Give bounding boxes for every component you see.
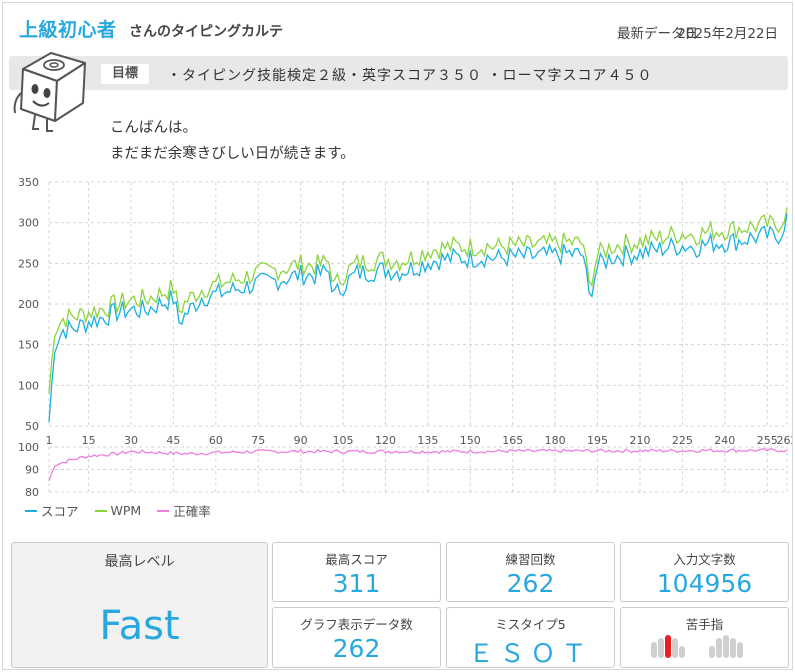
updated-label: 最新データ日 — [617, 26, 698, 42]
goal-tag: 目標 — [101, 64, 149, 84]
miss5-box: ミスタイプ5 ＥＳＯＴ — [446, 607, 615, 668]
chars-box: 入力文字数 104956 — [620, 542, 789, 602]
max-score-box: 最高スコア 311 — [272, 542, 441, 602]
x-tick: 60 — [209, 434, 223, 447]
x-tick: 262 — [777, 434, 793, 447]
left-middle-finger — [665, 635, 671, 658]
main-y-tick: 300 — [18, 217, 39, 230]
x-tick: 210 — [629, 434, 650, 447]
x-tick: 45 — [166, 434, 180, 447]
max-score-value: 311 — [332, 569, 381, 598]
max-level-box: 最高レベル Fast — [11, 542, 268, 668]
updated-date: 2025年2月22日 — [677, 26, 778, 42]
goal-bar: 目標 ・タイピング技能検定２級・英字スコア３５０ ・ローマ字スコア４５０ — [9, 56, 788, 90]
left-ring-finger — [658, 638, 664, 658]
x-tick: 150 — [460, 434, 481, 447]
karte-title: さんのタイピングカルテ — [129, 24, 283, 40]
x-tick: 180 — [545, 434, 566, 447]
practice-count-value: 262 — [506, 569, 555, 598]
weak-finger-hands-icon — [651, 635, 743, 658]
right-middle-finger — [723, 635, 729, 658]
x-tick: 120 — [375, 434, 396, 447]
series-score-line — [48, 213, 788, 422]
x-tick: 90 — [294, 434, 308, 447]
left-thumb-finger — [679, 646, 685, 658]
miss5-label: ミスタイプ5 — [495, 617, 566, 632]
greeting-line-2: まだまだ余寒きびしい日が続きます。 — [110, 146, 355, 162]
chart-legend: スコア WPM 正確率 — [25, 501, 211, 520]
legend-accuracy-swatch — [157, 509, 170, 512]
legend-accuracy-label: 正確率 — [173, 504, 211, 519]
chars-value: 104956 — [656, 569, 753, 598]
weak-finger-label: 苦手指 — [685, 617, 724, 632]
goal-text: ・タイピング技能検定２級・英字スコア３５０ ・ローマ字スコア４５０ — [167, 68, 653, 84]
mascot-icon — [13, 52, 86, 132]
legend-score-swatch — [25, 509, 37, 512]
legend-accuracy: 正確率 — [157, 501, 211, 520]
rank-title: 上級初心者 — [19, 19, 117, 41]
x-tick: 240 — [714, 434, 735, 447]
x-tick: 135 — [417, 434, 438, 447]
main-y-tick: 150 — [18, 339, 39, 352]
x-tick: 255 — [757, 434, 778, 447]
acc-y-tick: 80 — [25, 486, 39, 499]
right-pinky-finger — [737, 642, 743, 658]
left-pinky-finger — [651, 642, 657, 658]
main-y-tick: 100 — [18, 379, 39, 392]
x-tick: 75 — [251, 434, 265, 447]
main-y-tick: 250 — [18, 257, 39, 270]
acc-y-tick: 90 — [25, 464, 39, 477]
main-y-tick: 350 — [18, 176, 39, 189]
right-index-finger — [716, 638, 722, 658]
legend-wpm: WPM — [94, 501, 142, 520]
miss5-value: ＥＳＯＴ — [468, 639, 593, 668]
acc-y-tick: 100 — [18, 441, 39, 454]
left-index-finger — [672, 638, 678, 658]
legend-score-label: スコア — [41, 504, 79, 519]
x-tick: 195 — [587, 434, 608, 447]
greeting: こんばんは。 まだまだ余寒きびしい日が続きます。 — [110, 115, 355, 167]
greeting-line-1: こんばんは。 — [110, 120, 197, 136]
practice-count-label: 練習回数 — [505, 552, 556, 567]
series-wpm-line — [48, 207, 788, 394]
header: 上級初心者 さんのタイピングカルテ 最新データ日 2025年2月22日 — [3, 3, 792, 53]
chars-label: 入力文字数 — [673, 552, 736, 567]
main-y-tick: 50 — [25, 420, 39, 433]
x-tick: 225 — [672, 434, 693, 447]
graph-count-label: グラフ表示データ数 — [300, 617, 413, 632]
max-level-label: 最高レベル — [104, 554, 175, 570]
practice-count-box: 練習回数 262 — [446, 542, 615, 602]
graph-count-value: 262 — [332, 634, 381, 663]
legend-wpm-label: WPM — [110, 503, 142, 518]
max-score-label: 最高スコア — [325, 552, 388, 567]
series-accuracy-line — [48, 448, 788, 482]
legend-score: スコア — [25, 501, 79, 520]
graph-count-box: グラフ表示データ数 262 — [272, 607, 441, 668]
max-level-value: Fast — [99, 603, 180, 649]
right-ring-finger — [730, 638, 736, 658]
right-thumb-finger — [709, 646, 715, 658]
progress-chart: 50 100 150 200 250 300 350 1 15 30 45 60 75 90 105 120 1… — [18, 176, 793, 499]
legend-wpm-swatch — [94, 509, 107, 512]
x-tick: 30 — [124, 434, 138, 447]
x-tick: 1 — [46, 434, 53, 447]
weak-finger-box: 苦手指 — [620, 607, 789, 668]
main-y-tick: 200 — [18, 298, 39, 311]
x-tick: 105 — [333, 434, 354, 447]
x-tick: 15 — [82, 434, 96, 447]
x-tick: 165 — [502, 434, 523, 447]
